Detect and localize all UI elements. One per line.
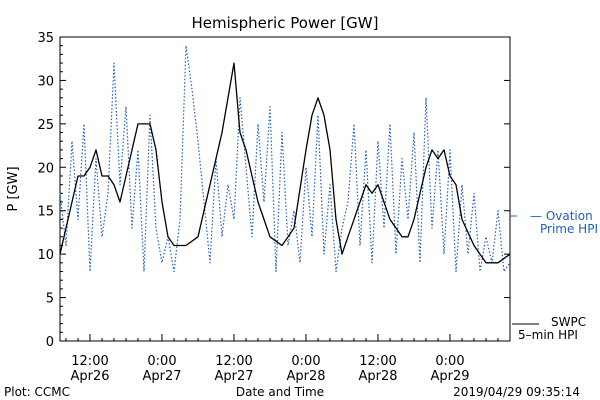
x-axis-ticks: 12:00Apr260:00Apr2712:00Apr270:00Apr2812…: [65, 334, 511, 384]
y-axis-label: P [GW]: [6, 166, 21, 211]
x-tick-label-time: 12:00: [359, 354, 396, 369]
plot-source: Plot: CCMC: [4, 385, 70, 399]
plot-frame: [59, 36, 511, 342]
y-tick-label: 0: [46, 335, 54, 350]
x-tick-label-date: Apr28: [358, 369, 397, 384]
y-tick-label: 30: [37, 74, 54, 89]
x-tick-label-time: 0:00: [291, 354, 320, 369]
y-tick-label: 20: [37, 161, 54, 176]
x-tick-label-date: Apr29: [430, 369, 469, 384]
y-tick-label: 25: [37, 118, 54, 133]
legend-swpc-line2: 5–min HPI: [518, 328, 578, 342]
x-tick-label-time: 0:00: [435, 354, 464, 369]
y-tick-label: 10: [37, 248, 54, 263]
x-tick-label-time: 12:00: [215, 354, 252, 369]
y-tick-label: 5: [46, 292, 54, 307]
series-layer: [59, 45, 511, 273]
plot-timestamp: 2019/04/29 09:35:14: [453, 385, 580, 399]
x-tick-label-date: Apr27: [214, 369, 253, 384]
x-axis-label: Date and Time: [236, 385, 324, 399]
legend-ovation-line1: — Ovation: [530, 209, 593, 223]
x-tick-label-date: Apr26: [70, 369, 109, 384]
y-axis-ticks: 0 5 10 15 20 25 30 35: [37, 31, 510, 350]
ovation-prime-series-line: [59, 45, 511, 273]
x-tick-label-time: 0:00: [147, 354, 176, 369]
y-tick-label: 35: [37, 31, 54, 46]
y-tick-label: 15: [37, 205, 54, 220]
x-tick-label-time: 12:00: [71, 354, 108, 369]
swpc-series-line: [59, 62, 511, 264]
legend-swpc-line1: SWPC: [551, 315, 586, 329]
chart-title: Hemispheric Power [GW]: [192, 14, 379, 32]
legend-ovation-line2: Prime HPI: [540, 222, 598, 236]
x-tick-label-date: Apr27: [142, 369, 181, 384]
x-tick-label-date: Apr28: [286, 369, 325, 384]
